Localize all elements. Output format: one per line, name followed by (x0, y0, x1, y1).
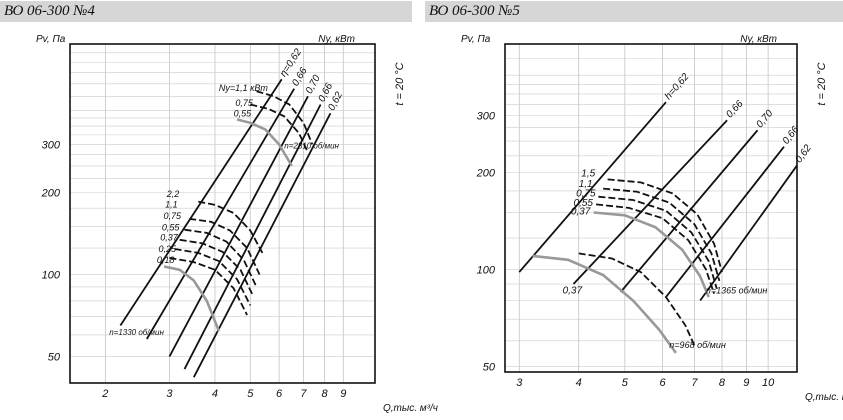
efficiency-line (168, 95, 309, 357)
y-tick-label: 100 (477, 264, 496, 276)
characteristic-curve (236, 118, 293, 167)
efficiency-line (146, 88, 295, 340)
y-axis-label: Pv, Па (461, 34, 491, 45)
x-tick-label: 10 (762, 377, 775, 389)
power-label: 0,55 (162, 222, 181, 232)
power-axis-label: Ny, кВт (740, 34, 777, 45)
chart-title: ВО 06-300 №5 (425, 1, 843, 22)
power-label: 1,5 (581, 169, 595, 180)
x-axis-label: Q,тыс. м³/ч (383, 403, 438, 414)
y-tick-label: 100 (42, 269, 61, 281)
y-tick-label: 300 (477, 110, 496, 122)
characteristic-curve (163, 265, 221, 332)
characteristic-curve (189, 217, 261, 275)
efficiency-line (193, 112, 332, 378)
y-tick-label: 50 (483, 361, 496, 373)
efficiency-label: h=0,62 (663, 71, 692, 102)
plot-frame (69, 43, 376, 384)
efficiency-line (183, 104, 322, 370)
power-axis-label: Ny, кВт (318, 34, 355, 45)
x-tick-label: 9 (743, 377, 749, 389)
chart-right: 3 4 5 6 7 8 9 10 50 100 200 300 Pv, Па Ny, кВт Q,тыс. … (461, 34, 843, 403)
y-axis-label: Pv, Па (36, 34, 66, 45)
power-label: 0,37 (571, 206, 591, 217)
x-tick-label: 3 (516, 377, 523, 389)
x-tick-label: 8 (719, 377, 726, 389)
efficiency-line (699, 164, 798, 302)
x-tick-label: 7 (691, 377, 698, 389)
x-tick-label: 6 (276, 388, 283, 400)
power-label: 0,75 (164, 211, 183, 221)
power-label: 2,2 (166, 189, 180, 199)
x-axis-label: Q,тыс. м³/ч (805, 392, 843, 403)
characteristic-curve (184, 228, 258, 288)
characteristic-curve (532, 254, 677, 354)
characteristic-curve (250, 103, 309, 153)
chart-title: ВО 06-300 №4 (0, 1, 412, 22)
characteristic-curve (169, 257, 248, 316)
x-tick-label: 3 (166, 388, 173, 400)
efficiency-label: 0,70 (754, 108, 775, 130)
characteristic-curve (578, 252, 696, 346)
power-label: 0,25 (159, 244, 178, 254)
speed-label: n=968 об/мин (669, 340, 726, 350)
power-label: Ny=1,1 кВт (219, 83, 269, 93)
characteristic-curve (593, 211, 710, 298)
power-label: 0,18 (157, 255, 175, 265)
x-tick-label: 4 (212, 388, 218, 400)
power-label: 0,37 (160, 233, 179, 243)
power-label: 0,75 (235, 98, 254, 108)
efficiency-label: 0,66 (724, 98, 746, 120)
characteristic-curve (198, 200, 264, 254)
y-tick-label: 300 (42, 139, 61, 151)
chart-panel-right: ВО 06-300 №5 3 4 5 6 7 8 9 10 50 100 200 300 Pv, Па N… (425, 0, 843, 420)
temperature-label: t = 20 °C (394, 62, 406, 105)
power-label: 1,1 (165, 200, 178, 210)
power-label: 0,55 (573, 198, 593, 209)
characteristic-curve (179, 238, 255, 297)
characteristic-curve (603, 187, 721, 282)
efficiency-line (665, 146, 785, 298)
characteristic-curve (174, 248, 252, 306)
y-tick-label: 200 (41, 187, 61, 199)
plot-frame (504, 43, 798, 373)
y-tick-label: 200 (476, 167, 496, 179)
characteristic-curve (596, 203, 715, 294)
x-tick-label: 4 (576, 377, 582, 389)
temperature-label: t = 20 °C (816, 62, 828, 105)
power-label: 0,75 (576, 189, 596, 200)
speed-label: n=1330 об/мин (109, 328, 164, 337)
x-tick-label: 7 (300, 388, 307, 400)
efficiency-line (518, 101, 667, 273)
power-label: 1,1 (579, 179, 593, 190)
characteristic-curve (607, 178, 723, 273)
chart-left: 2 3 4 5 6 7 8 9 50 100 200 300 Pv, Па Ny, кВт Q,тыс. м… (36, 34, 438, 414)
characteristic-curve (598, 195, 718, 290)
speed-label: n=2810 об/мин (284, 141, 339, 150)
efficiency-line (619, 129, 759, 293)
y-tick-label: 50 (48, 352, 61, 364)
x-tick-label: 9 (340, 388, 346, 400)
x-tick-label: 8 (322, 388, 329, 400)
x-tick-label: 5 (622, 377, 629, 389)
power-label: 0,55 (234, 108, 253, 118)
x-tick-label: 6 (659, 377, 666, 389)
chart-panel-left: ВО 06-300 №4 2 3 4 5 6 7 8 9 50 100 200 300 Pv, Па Ny… (0, 0, 438, 420)
efficiency-line (572, 119, 728, 285)
x-tick-label: 2 (101, 388, 108, 400)
power-label: 0,37 (563, 286, 583, 297)
x-tick-label: 5 (247, 388, 254, 400)
characteristic-curve (256, 90, 314, 145)
speed-label: n=1365 об/мин (706, 286, 768, 296)
